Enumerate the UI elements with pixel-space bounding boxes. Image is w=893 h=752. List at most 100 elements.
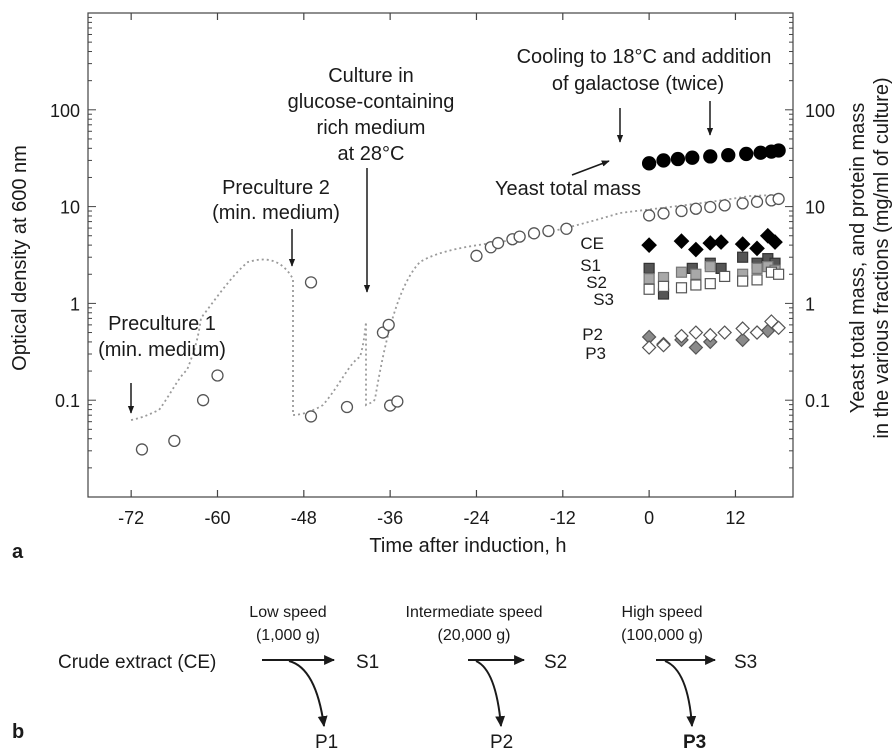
series-layer — [135, 143, 786, 456]
annotation-culture-line4: at 28°C — [338, 143, 405, 165]
total_mass-point — [656, 153, 671, 168]
panel-a-label: a — [12, 541, 24, 563]
od600-point — [560, 222, 573, 235]
ce-point — [767, 234, 783, 250]
annotation-preculture1: Preculture 1 (min. medium) — [98, 313, 226, 414]
series-label-s1: S1 — [580, 256, 601, 275]
od600-point — [340, 400, 354, 414]
ce-point — [734, 236, 751, 252]
annotation-cooling-line2: of galactose (twice) — [552, 73, 724, 95]
s3-point — [737, 275, 749, 287]
s2-point — [690, 268, 702, 280]
annotation-culture: Culture in glucose-containing rich mediu… — [288, 65, 454, 293]
s2-point — [704, 260, 716, 273]
series-label-p3: P3 — [585, 344, 606, 363]
p2-point — [688, 340, 704, 355]
od600-point — [135, 443, 149, 456]
scheme-pellet-arrow-1 — [288, 660, 328, 728]
y-tick-label-left: 0.1 — [55, 391, 80, 411]
od600-point — [196, 394, 210, 407]
s2-point — [751, 262, 763, 274]
p3-point — [688, 325, 704, 340]
s3-point — [719, 270, 731, 283]
od600-point — [542, 224, 555, 238]
p2-point — [735, 332, 750, 348]
s3-point — [751, 274, 763, 286]
y-tick-label-left: 1 — [70, 294, 80, 314]
x-axis-label: Time after induction, h — [369, 535, 566, 557]
scheme-s3: S3 — [734, 652, 757, 673]
s3-point — [675, 282, 688, 294]
y-tick-label-left: 10 — [60, 198, 80, 218]
series-label-ce: CE — [580, 234, 604, 253]
y-tick-label-right: 100 — [805, 101, 835, 121]
od600-point — [168, 434, 181, 448]
scheme-s1: S1 — [356, 652, 379, 673]
od600-point — [657, 207, 670, 220]
scheme-crude-extract: Crude extract (CE) — [58, 652, 216, 673]
s1-point — [737, 251, 749, 263]
s3-point — [704, 278, 716, 290]
scheme-p2: P2 — [490, 732, 513, 752]
od600-point — [675, 204, 688, 218]
annotation-culture-line1: Culture in — [328, 65, 414, 87]
od600-point — [304, 276, 318, 289]
x-tick-label: -72 — [118, 508, 144, 528]
s1-point — [643, 262, 655, 274]
s3-point — [773, 268, 785, 280]
x-tick-label: 12 — [725, 508, 745, 528]
annotation-yeast-total-mass: Yeast total mass — [495, 160, 641, 200]
total_mass-point — [685, 150, 700, 165]
p3-point — [641, 340, 657, 355]
annotation-yeast-total-mass-text: Yeast total mass — [495, 178, 641, 200]
annotation-cooling-line1: Cooling to 18°C and addition — [517, 46, 772, 68]
x-tick-label: 0 — [644, 508, 654, 528]
x-tick-label: -12 — [550, 508, 576, 528]
scheme-pellet-arrow-3 — [664, 660, 697, 728]
p3-point — [702, 327, 718, 343]
od600-point — [491, 236, 505, 250]
scheme-s2: S2 — [544, 652, 567, 673]
total_mass-point — [641, 156, 657, 171]
annotation-preculture1-line2: (min. medium) — [98, 339, 226, 361]
p3-point — [656, 337, 671, 353]
s2-point — [643, 273, 655, 285]
od600-point — [689, 202, 703, 215]
scheme-p3: P3 — [683, 732, 706, 752]
s3-point — [690, 279, 702, 291]
annotation-preculture1-line1: Preculture 1 — [108, 313, 216, 335]
x-tick-label: -60 — [204, 508, 230, 528]
series-label-p2: P2 — [582, 325, 603, 344]
total_mass-point — [721, 148, 736, 163]
p3-point — [735, 321, 750, 336]
od600-point — [718, 199, 731, 212]
y-axis-label-right-line1: Yeast total mass, and protein mass — [847, 103, 869, 414]
od600-point — [642, 209, 656, 222]
x-tick-label: -48 — [291, 508, 317, 528]
y-axis-label-right-line2: in the various fractions (mg/ml of cultu… — [871, 77, 893, 438]
od600-point — [736, 197, 749, 210]
ce-point — [688, 241, 704, 258]
ce-point — [673, 233, 690, 249]
ce-point — [713, 234, 729, 250]
scheme-step1-force: (1,000 g) — [256, 627, 320, 644]
p3-point — [717, 325, 733, 340]
p3-point — [771, 320, 786, 336]
centrifugation-scheme: Crude extract (CE) Low speed (1,000 g) S… — [58, 604, 757, 752]
scheme-step2-force: (20,000 g) — [438, 627, 511, 644]
od600-point — [750, 195, 764, 208]
annotation-culture-line3: rich medium — [317, 117, 426, 139]
x-axis-ticks: -72 -60 -48 -36 -24 -12 0 12 — [118, 13, 745, 528]
y-tick-label-left: 100 — [50, 101, 80, 121]
scheme-step2-speed: Intermediate speed — [406, 604, 543, 621]
y-axis-label-left: Optical density at 600 nm — [9, 145, 31, 371]
annotation-cooling: Cooling to 18°C and addition of galactos… — [517, 46, 772, 143]
total_mass-point — [771, 143, 786, 158]
scheme-p1: P1 — [315, 732, 338, 752]
od600-point — [391, 395, 404, 408]
series-label-s3: S3 — [593, 290, 614, 309]
y-axis-ticks: 0.1 0.1 1 1 10 10 100 100 — [50, 16, 835, 498]
plot-area-frame — [87, 12, 794, 498]
series-label-s2: S2 — [586, 273, 607, 292]
